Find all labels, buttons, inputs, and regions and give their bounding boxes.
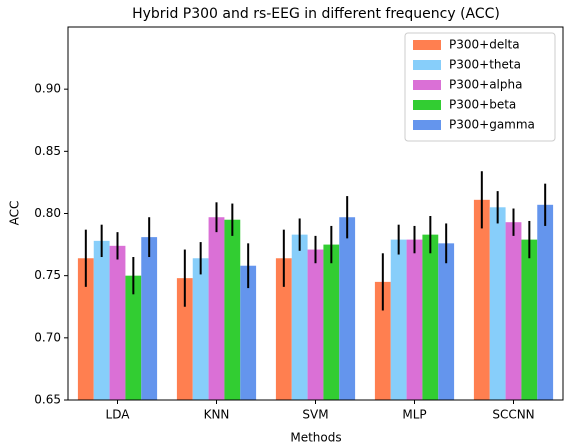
bar — [208, 217, 225, 400]
bar — [521, 239, 538, 400]
legend-label: P300+alpha — [449, 78, 522, 92]
y-axis-label: ACC — [8, 201, 22, 226]
bar — [473, 199, 490, 400]
bar — [141, 237, 158, 400]
legend-box — [404, 32, 556, 142]
bar — [537, 204, 554, 400]
y-tick-label: 0.70 — [34, 330, 61, 344]
bar — [224, 219, 241, 400]
legend-label: P300+gamma — [449, 118, 535, 132]
legend-swatch — [413, 80, 441, 90]
x-tick-label: LDA — [106, 408, 131, 422]
bar — [489, 207, 506, 400]
x-tick-label: KNN — [204, 408, 230, 422]
bar — [307, 249, 324, 400]
y-tick-label: 0.80 — [34, 206, 61, 220]
y-tick-label: 0.75 — [34, 268, 61, 282]
bar — [176, 278, 193, 400]
bar — [93, 240, 110, 400]
plot-frame — [67, 26, 564, 401]
bar — [77, 258, 94, 400]
x-tick-label: SCCNN — [492, 408, 534, 422]
x-tick-label: SVM — [302, 408, 328, 422]
y-tick-label: 0.65 — [34, 393, 61, 407]
legend-swatch — [413, 100, 441, 110]
bar — [505, 222, 522, 400]
legend: P300+delta P300+theta P300+alpha P300+beta P… — [404, 32, 556, 142]
bar — [109, 245, 126, 400]
chart-title: Hybrid P300 and rs-EEG in different freq… — [132, 6, 500, 22]
legend-label: P300+beta — [449, 98, 516, 112]
y-tick-label: 0.85 — [34, 144, 61, 158]
y-tick-label: 0.90 — [34, 82, 61, 96]
bar — [323, 244, 340, 400]
x-tick-label: MLP — [402, 408, 426, 422]
bar — [406, 239, 423, 400]
legend-swatch — [413, 60, 441, 70]
bar — [339, 217, 356, 400]
bar — [291, 234, 308, 400]
bar — [390, 239, 407, 400]
legend-label: P300+delta — [449, 38, 520, 52]
bar — [422, 234, 439, 400]
legend-swatch — [413, 40, 441, 50]
bar — [125, 275, 142, 400]
bar — [438, 243, 455, 400]
legend-label: P300+theta — [449, 58, 521, 72]
bar — [275, 258, 292, 400]
bar — [374, 281, 391, 400]
bar — [240, 265, 257, 400]
x-axis-label: Methods — [290, 431, 341, 445]
bar — [192, 258, 209, 400]
legend-swatch — [413, 120, 441, 130]
